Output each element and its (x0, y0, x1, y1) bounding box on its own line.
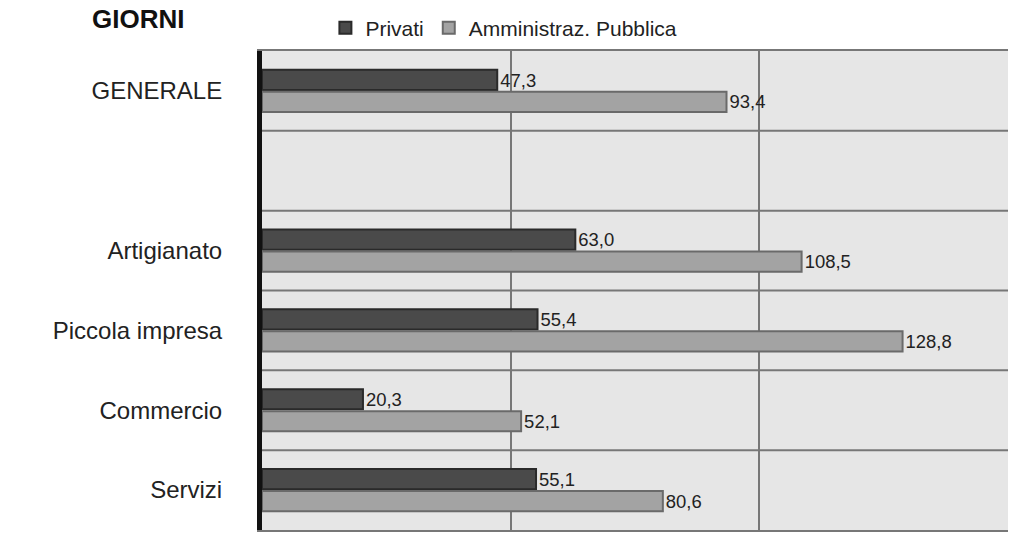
svg-text:93,4: 93,4 (730, 91, 766, 112)
svg-text:GIORNI: GIORNI (92, 4, 184, 34)
svg-text:55,4: 55,4 (541, 309, 577, 330)
svg-text:Amministraz. Pubblica: Amministraz. Pubblica (469, 17, 677, 40)
svg-text:52,1: 52,1 (524, 411, 560, 432)
svg-text:80,6: 80,6 (666, 491, 702, 512)
svg-text:108,5: 108,5 (805, 251, 851, 272)
svg-text:GENERALE: GENERALE (91, 77, 222, 104)
svg-text:20,3: 20,3 (366, 389, 402, 410)
svg-text:128,8: 128,8 (906, 331, 952, 352)
svg-text:47,3: 47,3 (500, 70, 536, 91)
svg-text:63,0: 63,0 (578, 229, 614, 250)
svg-text:Servizi: Servizi (150, 476, 222, 503)
svg-text:Artigianato: Artigianato (107, 237, 222, 264)
svg-text:Commercio: Commercio (100, 397, 223, 424)
svg-text:Privati: Privati (365, 17, 423, 40)
svg-text:55,1: 55,1 (539, 469, 575, 490)
svg-text:Piccola impresa: Piccola impresa (53, 317, 223, 344)
